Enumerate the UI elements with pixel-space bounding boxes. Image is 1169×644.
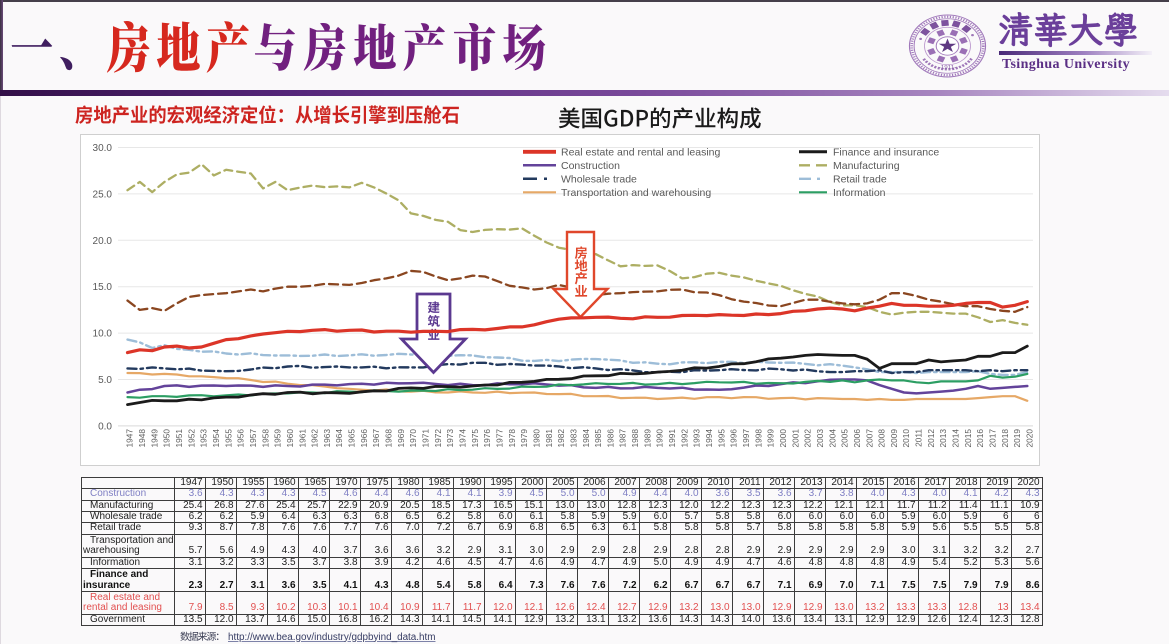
svg-text:2020: 2020 (1024, 429, 1034, 448)
svg-text:Wholesale trade: Wholesale trade (561, 173, 637, 185)
svg-text:1962: 1962 (310, 429, 320, 448)
svg-text:1964: 1964 (334, 429, 344, 448)
svg-text:1963: 1963 (322, 429, 332, 448)
svg-text:1989: 1989 (642, 429, 652, 448)
svg-text:Real estate and rental and lea: Real estate and rental and leasing (561, 146, 721, 158)
svg-text:Finance and insurance: Finance and insurance (833, 146, 939, 158)
svg-text:1952: 1952 (186, 429, 196, 448)
svg-text:1983: 1983 (568, 429, 578, 448)
svg-text:2006: 2006 (852, 429, 862, 448)
svg-text:1955: 1955 (223, 429, 233, 448)
svg-text:1961: 1961 (297, 429, 307, 448)
svg-text:1987: 1987 (618, 429, 628, 448)
svg-text:1997: 1997 (741, 429, 751, 448)
svg-text:1975: 1975 (470, 429, 480, 448)
svg-text:2019: 2019 (1012, 429, 1022, 448)
svg-text:-1911-: -1911- (939, 66, 957, 71)
svg-text:1982: 1982 (556, 429, 566, 448)
svg-text:2001: 2001 (790, 429, 800, 448)
svg-text:5.0: 5.0 (98, 375, 112, 386)
svg-text:1977: 1977 (494, 429, 504, 448)
svg-text:1976: 1976 (482, 429, 492, 448)
svg-text:2009: 2009 (889, 429, 899, 448)
svg-text:1954: 1954 (211, 429, 221, 448)
svg-text:1959: 1959 (273, 429, 283, 448)
svg-text:Information: Information (833, 187, 886, 199)
svg-text:0.0: 0.0 (98, 421, 112, 432)
svg-text:2015: 2015 (963, 429, 973, 448)
svg-text:1994: 1994 (704, 429, 714, 448)
svg-text:1973: 1973 (445, 429, 455, 448)
svg-text:2017: 2017 (987, 429, 997, 448)
svg-text:1985: 1985 (593, 429, 603, 448)
svg-text:1986: 1986 (605, 429, 615, 448)
svg-text:30.0: 30.0 (93, 143, 113, 154)
svg-text:1969: 1969 (396, 429, 406, 448)
svg-text:20.0: 20.0 (93, 236, 113, 247)
svg-text:1968: 1968 (383, 429, 393, 448)
svg-text:2010: 2010 (901, 429, 911, 448)
svg-text:1967: 1967 (371, 429, 381, 448)
svg-text:1958: 1958 (260, 429, 270, 448)
svg-text:1999: 1999 (766, 429, 776, 448)
svg-text:Construction: Construction (561, 160, 620, 172)
svg-text:1949: 1949 (149, 429, 159, 448)
svg-text:1948: 1948 (137, 429, 147, 448)
svg-text:2004: 2004 (827, 429, 837, 448)
svg-text:1956: 1956 (236, 429, 246, 448)
svg-text:1984: 1984 (581, 429, 591, 448)
svg-text:1947: 1947 (125, 429, 135, 448)
svg-text:25.0: 25.0 (93, 189, 113, 200)
svg-text:2013: 2013 (938, 429, 948, 448)
svg-text:1951: 1951 (174, 429, 184, 448)
svg-text:1971: 1971 (420, 429, 430, 448)
svg-text:1980: 1980 (531, 429, 541, 448)
svg-text:2007: 2007 (864, 429, 874, 448)
svg-text:1978: 1978 (507, 429, 517, 448)
svg-text:2002: 2002 (803, 429, 813, 448)
svg-text:Manufacturing: Manufacturing (833, 160, 900, 172)
svg-text:1992: 1992 (679, 429, 689, 448)
svg-text:1950: 1950 (162, 429, 172, 448)
svg-text:2005: 2005 (840, 429, 850, 448)
svg-text:1974: 1974 (457, 429, 467, 448)
svg-text:Retail trade: Retail trade (833, 173, 887, 185)
svg-text:1979: 1979 (519, 429, 529, 448)
svg-text:1991: 1991 (667, 429, 677, 448)
svg-text:15.0: 15.0 (93, 282, 113, 293)
svg-text:2018: 2018 (1000, 429, 1010, 448)
svg-text:2014: 2014 (950, 429, 960, 448)
svg-text:2012: 2012 (926, 429, 936, 448)
svg-text:1972: 1972 (433, 429, 443, 448)
svg-text:2008: 2008 (877, 429, 887, 448)
svg-text:2011: 2011 (914, 429, 924, 447)
svg-text:1970: 1970 (408, 429, 418, 448)
svg-text:1966: 1966 (359, 429, 369, 448)
svg-text:1965: 1965 (347, 429, 357, 448)
svg-text:2003: 2003 (815, 429, 825, 448)
svg-text:Transportation and warehousing: Transportation and warehousing (561, 187, 711, 199)
svg-text:1990: 1990 (655, 429, 665, 448)
svg-text:1993: 1993 (692, 429, 702, 448)
svg-text:1981: 1981 (544, 429, 554, 448)
svg-text:2016: 2016 (975, 429, 985, 448)
svg-text:2000: 2000 (778, 429, 788, 448)
svg-text:10.0: 10.0 (93, 329, 113, 340)
svg-text:1960: 1960 (285, 429, 295, 448)
svg-text:1995: 1995 (716, 429, 726, 448)
svg-text:1998: 1998 (753, 429, 763, 448)
svg-text:1957: 1957 (248, 429, 258, 448)
svg-text:1953: 1953 (199, 429, 209, 448)
svg-text:1988: 1988 (630, 429, 640, 448)
svg-text:1996: 1996 (729, 429, 739, 448)
